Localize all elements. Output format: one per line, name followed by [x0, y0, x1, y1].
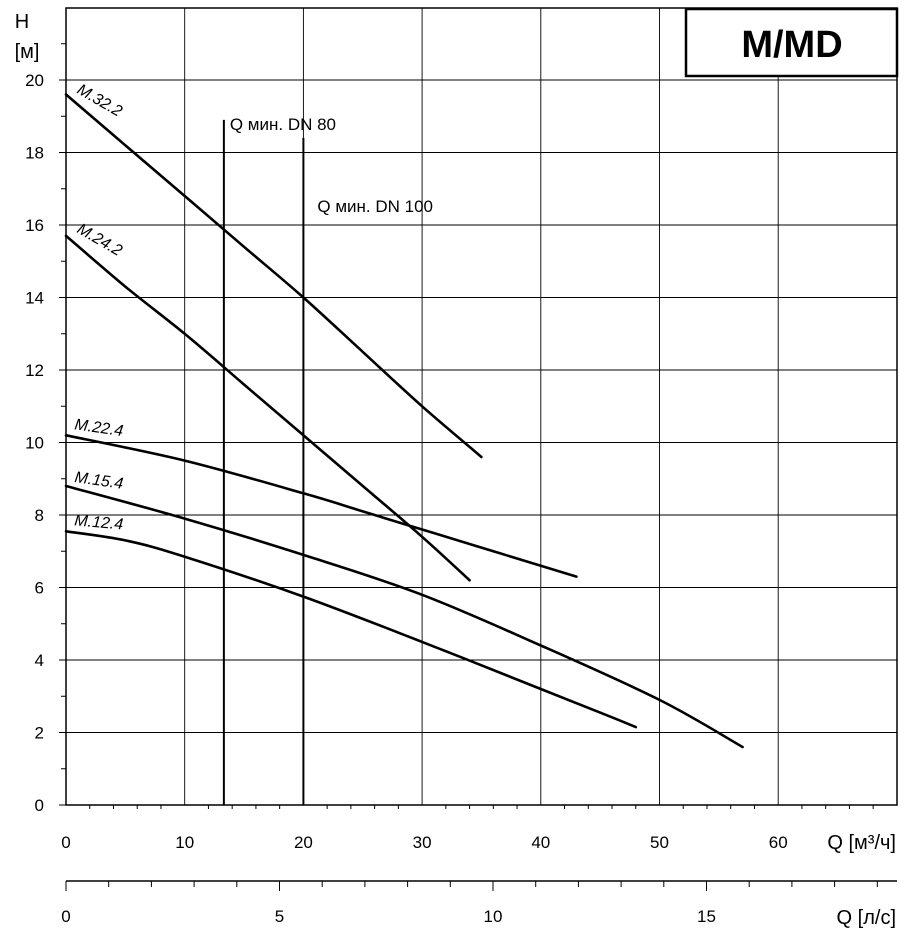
x-tick-label: 10: [175, 833, 194, 852]
x2-tick-label: 5: [275, 907, 284, 926]
y-tick-label: 20: [25, 71, 44, 90]
curve-m-12-4: [64, 530, 638, 729]
grid: [65, 7, 898, 806]
x2-tick-label: 10: [484, 907, 503, 926]
x2-tick-label: 0: [61, 907, 70, 926]
y-tick-label: 8: [35, 506, 44, 525]
curve-m-22-4: [64, 434, 578, 578]
qmin-label: Q мин. DN 80: [230, 115, 336, 134]
x-tick-label: 0: [61, 833, 70, 852]
curve-label-m-12-4: M.12.4: [74, 512, 124, 533]
x-tick-label: 40: [531, 833, 550, 852]
plot-frame: [65, 7, 898, 806]
y-tick-label: 0: [35, 796, 44, 815]
curves: M.32.2 M.24.2 M.22.4 M.15.4 M.12.4: [64, 81, 744, 749]
curve-m-32-2: [64, 93, 483, 459]
curve-m-15-4: [64, 484, 744, 749]
curve-label-m-15-4: M.15.4: [73, 469, 124, 493]
qmin-label: Q мин. DN 100: [317, 197, 433, 216]
axes: 0 2 4 6 8 10 12 14 16 18 20 0 10 20 30 40 50 60 0 5 10 15: [25, 43, 897, 926]
x-tick-label: 60: [769, 833, 788, 852]
y-tick-label: 12: [25, 361, 44, 380]
badge-title: M/MD: [741, 24, 842, 66]
x-tick-label: 20: [294, 833, 313, 852]
x2-axis-title: Q [л/с]: [837, 907, 896, 929]
y-axis-title: H: [15, 11, 29, 33]
y-tick-label: 10: [25, 434, 44, 453]
y-tick-label: 2: [35, 724, 44, 743]
y-tick-label: 4: [35, 651, 44, 670]
curve-m-24-2: [64, 234, 471, 582]
x-tick-label: 30: [413, 833, 432, 852]
y-tick-label: 16: [25, 216, 44, 235]
y-axis-unit: [м]: [15, 41, 40, 63]
y-tick-label: 18: [25, 144, 44, 163]
annotations: Q мин. DN 80 Q мин. DN 100: [222, 115, 433, 805]
curve-label-m-24-2: M.24.2: [74, 221, 125, 260]
curve-label-m-32-2: M.32.2: [74, 81, 125, 120]
x2-tick-label: 15: [697, 907, 716, 926]
y-tick-label: 14: [25, 289, 44, 308]
x-axis-title: Q [м³/ч]: [827, 832, 896, 854]
curve-label-m-22-4: M.22.4: [73, 416, 124, 440]
y-tick-label: 6: [35, 579, 44, 598]
badge-box: [684, 7, 899, 78]
x-tick-label: 50: [650, 833, 669, 852]
